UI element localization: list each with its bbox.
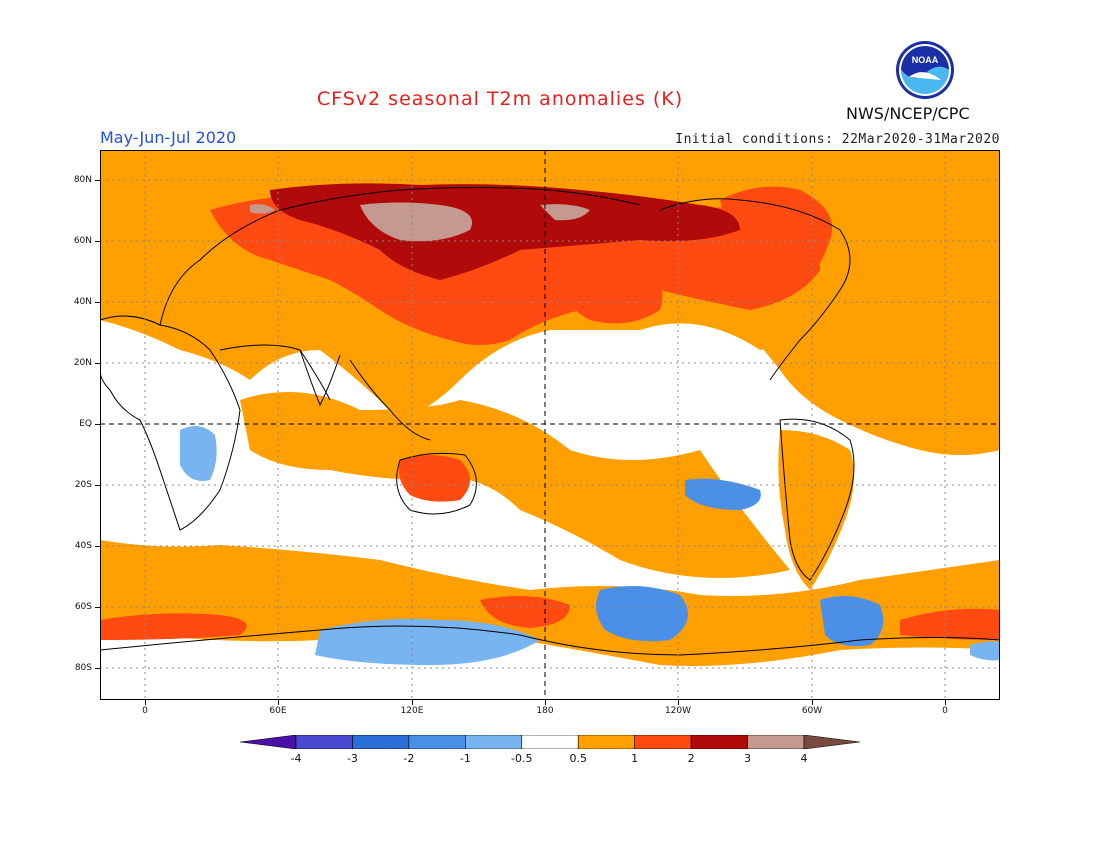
anomaly-region	[596, 586, 688, 642]
anomaly-region	[970, 641, 1000, 661]
anomaly-region	[820, 596, 884, 647]
anomaly-region	[398, 455, 470, 502]
lon-tick	[545, 700, 546, 705]
legend-label: -4	[290, 752, 302, 765]
anomaly-region	[778, 430, 854, 590]
lat-label-80n: 80N	[73, 175, 92, 185]
noaa-logo-icon: NOAA	[896, 41, 954, 99]
legend-swatch	[634, 735, 692, 749]
grid-lines	[100, 150, 1000, 700]
lat-label-60n: 60N	[73, 236, 92, 246]
color-legend	[240, 735, 860, 749]
lat-tick	[95, 424, 100, 425]
lat-tick	[95, 363, 100, 364]
noaa-logo-text: NOAA	[912, 55, 939, 65]
reference-lines	[100, 150, 1000, 700]
anomaly-region	[560, 256, 663, 324]
legend-swatch	[295, 735, 353, 749]
lat-tick	[95, 241, 100, 242]
legend-swatch	[521, 735, 579, 749]
lat-tick	[95, 302, 100, 303]
anomaly-region	[360, 202, 472, 242]
lon-label-120e: 120E	[400, 706, 424, 716]
lon-label-180: 180	[536, 706, 554, 716]
lon-tick	[278, 700, 279, 705]
coastlines	[100, 187, 1000, 656]
anomaly-region	[100, 613, 247, 640]
lon-label-60e: 60E	[269, 706, 287, 716]
season-label: May-Jun-Jul 2020	[100, 128, 237, 147]
lon-label-120w: 120W	[664, 706, 692, 716]
lon-tick	[945, 700, 946, 705]
legend-label: 1	[631, 752, 639, 765]
legend-swatch	[747, 735, 805, 749]
legend-swatch	[577, 735, 635, 749]
initial-conditions-label: Initial conditions: 22Mar2020-31Mar2020	[675, 132, 1000, 147]
lat-tick	[95, 668, 100, 669]
map-title: CFSv2 seasonal T2m anomalies (K)	[316, 88, 684, 110]
legend-label: -0.5	[511, 752, 533, 765]
anomaly-map	[100, 150, 1000, 700]
lat-label-40n: 40N	[73, 297, 92, 307]
anomaly-region	[180, 426, 217, 481]
anomaly-region	[540, 204, 590, 221]
legend-swatch	[465, 735, 523, 749]
legend-label: 4	[800, 752, 808, 765]
lat-label-80s: 80S	[74, 663, 92, 673]
lon-tick	[678, 700, 679, 705]
legend-swatch	[352, 735, 410, 749]
legend-label: -1	[459, 752, 471, 765]
lat-label-40s: 40S	[74, 541, 92, 551]
legend-swatch	[240, 735, 297, 749]
legend-label: 2	[687, 752, 695, 765]
anomaly-region	[740, 315, 1000, 455]
legend-swatch	[690, 735, 748, 749]
legend-label: 3	[744, 752, 752, 765]
anomaly-region	[685, 478, 761, 510]
lon-tick	[412, 700, 413, 705]
lon-tick	[145, 700, 146, 705]
anomaly-region	[480, 596, 570, 628]
lon-label-0-east: 0	[942, 706, 948, 716]
lon-label-60w: 60W	[801, 706, 823, 716]
anomaly-region	[250, 204, 275, 214]
lat-label-60s: 60S	[74, 602, 92, 612]
legend-label: -2	[403, 752, 415, 765]
lat-label-eq: EQ	[79, 419, 92, 429]
anomaly-region	[900, 608, 1000, 640]
lon-label-0: 0	[142, 706, 148, 716]
lon-tick	[812, 700, 813, 705]
lat-tick	[95, 546, 100, 547]
lat-tick	[95, 485, 100, 486]
lat-label-20n: 20N	[73, 358, 92, 368]
agency-label: NWS/NCEP/CPC	[846, 104, 970, 123]
legend-swatch	[408, 735, 466, 749]
legend-swatch	[803, 735, 860, 749]
anomaly-region	[720, 186, 832, 295]
lat-label-20s: 20S	[74, 480, 92, 490]
lat-tick	[95, 607, 100, 608]
legend-label: -3	[346, 752, 358, 765]
legend-label: 0.5	[569, 752, 587, 765]
lat-tick	[95, 180, 100, 181]
